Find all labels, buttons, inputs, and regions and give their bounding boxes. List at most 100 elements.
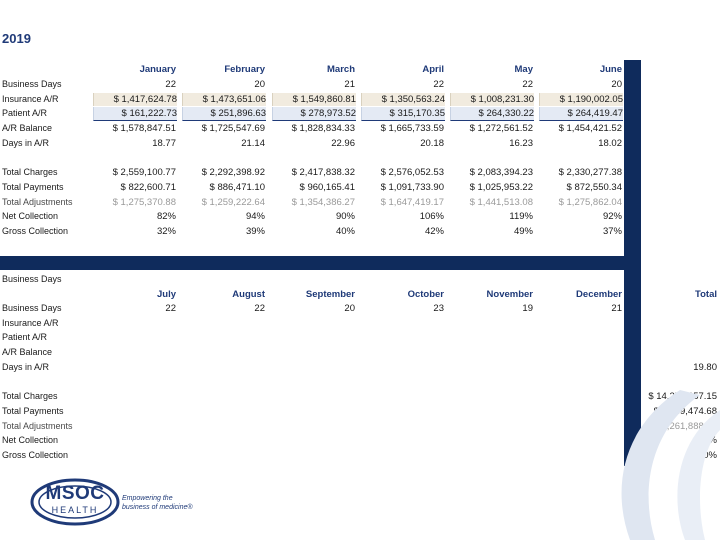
month-header: January	[139, 64, 176, 75]
month-header: May	[514, 64, 533, 75]
table-cell: $ 278,973.52	[272, 107, 356, 122]
row-label: Total Adjustments	[2, 420, 73, 431]
table-cell: $ 1,259,222.64	[201, 196, 265, 208]
table-cell: $ 264,330.22	[450, 107, 534, 122]
row-label: Total Charges	[2, 391, 58, 402]
table-cell: 18.77	[152, 137, 176, 149]
month-header: July	[156, 289, 176, 300]
table-cell: $ 264,419.47	[539, 107, 623, 122]
table-cell: $ 1,647,419.17	[380, 196, 444, 208]
table-cell: 19	[522, 303, 533, 314]
table-cell: $ 161,222.73	[93, 107, 177, 122]
table-cell: $ 1,454,421.52	[558, 123, 622, 135]
row-label: A/R Balance	[2, 347, 53, 358]
table-cell: 22.96	[331, 137, 355, 149]
table-cell: $ 886,471.10	[209, 181, 265, 193]
table-cell: $ 1,473,651.06	[182, 92, 266, 106]
row-label: Days in A/R	[2, 137, 50, 148]
table-cell: $ 2,292,398.92	[201, 167, 265, 179]
section-label: Business Days	[2, 274, 62, 284]
table-cell: 19.80	[693, 361, 717, 373]
table-cell: $ 1,091,733.90	[380, 181, 444, 193]
table-cell: 37%	[602, 226, 622, 237]
table-cell: $ 1,275,370.88	[112, 196, 176, 208]
logo-tagline-1: Empowering the	[122, 495, 173, 502]
table-cell: $ 822,600.71	[120, 181, 176, 193]
row-label: Patient A/R	[2, 332, 48, 343]
msoc-health-logo: MSOC HEALTH Empowering the business of m…	[30, 478, 230, 526]
table-cell: 22	[433, 79, 444, 90]
month-header: April	[422, 64, 444, 75]
table-cell: 39%	[245, 226, 265, 237]
table-cell: $ 5,659,474.68	[653, 405, 717, 417]
table-cell: $ 1,190,002.05	[539, 92, 623, 106]
column-divider-bar	[624, 60, 641, 466]
table-cell: $ 960,165.41	[299, 181, 355, 193]
table-cell: 22	[254, 303, 265, 314]
table-cell: $ 1,665,733.59	[380, 123, 444, 135]
table-cell: $ 1,549,860.81	[272, 92, 356, 106]
table-cell: 22	[522, 79, 533, 90]
table-cell: $ 1,441,513.08	[469, 196, 533, 208]
table-cell: $ 2,576,052.53	[380, 167, 444, 179]
logo-subtitle: HEALTH	[51, 505, 99, 515]
table-cell: $ 8,261,888.23	[653, 420, 717, 432]
table-cell: 21.14	[241, 137, 265, 149]
report-year: 2019	[2, 31, 31, 46]
table-cell: 20.18	[420, 137, 444, 149]
row-label: Insurance A/R	[2, 317, 59, 328]
row-label: Business Days	[2, 79, 62, 89]
table-cell: 92%	[602, 211, 622, 223]
table-cell: 22	[165, 79, 176, 90]
month-header: February	[224, 64, 265, 75]
table-cell: 20	[254, 79, 265, 90]
row-label: Insurance A/R	[2, 93, 59, 104]
table-cell: 119%	[509, 211, 533, 223]
table-cell: 18.02	[598, 137, 622, 149]
logo-wordmark: MSOC	[45, 483, 105, 504]
month-header: Total	[695, 289, 717, 300]
table-cell: 94%	[245, 211, 265, 223]
table-cell: 42%	[424, 226, 444, 237]
table-cell: $ 1,578,847.51	[112, 123, 176, 135]
decorative-swoosh	[621, 390, 720, 540]
table-cell: 40%	[697, 450, 717, 461]
month-header: June	[599, 64, 622, 75]
row-label: Patient A/R	[2, 108, 48, 119]
table-cell: $ 1,350,563.24	[361, 92, 445, 106]
row-label: Gross Collection	[2, 450, 69, 460]
table-cell: 21	[344, 79, 355, 90]
table-cell: 21	[611, 303, 622, 314]
table-cell: $ 1,272,561.52	[469, 123, 533, 135]
table-cell: 20	[344, 303, 355, 314]
row-label: Total Adjustments	[2, 196, 73, 207]
table-cell: $ 1,828,834.33	[291, 123, 355, 135]
table-cell: 32%	[156, 226, 176, 237]
row-label: A/R Balance	[2, 123, 53, 134]
row-label: Net Collection	[2, 435, 59, 446]
table-cell: $ 1,417,624.78	[93, 92, 177, 106]
row-label: Total Payments	[2, 405, 64, 416]
month-header: December	[576, 289, 622, 300]
table-cell: $ 1,025,953.22	[469, 181, 533, 193]
logo-tagline-2: business of medicine®	[122, 504, 193, 511]
row-label: Total Charges	[2, 167, 58, 178]
table-cell: 23	[433, 303, 444, 314]
table-cell: $ 1,275,862.04	[558, 196, 622, 208]
month-header: October	[407, 289, 444, 300]
table-cell: 20	[611, 79, 622, 90]
month-header: August	[232, 289, 265, 300]
row-label: Total Payments	[2, 181, 64, 192]
row-label: Business Days	[2, 303, 62, 313]
table-cell: 82%	[156, 211, 176, 223]
table-cell: 90%	[335, 211, 355, 223]
table-cell: $ 2,559,100.77	[112, 167, 176, 179]
table-cell: $ 1,354,386.27	[291, 196, 355, 208]
month-header: November	[486, 289, 533, 300]
table-cell: 106%	[419, 211, 444, 223]
table-cell: $ 315,170.35	[361, 107, 445, 122]
row-label: Days in A/R	[2, 361, 50, 372]
table-cell: $ 1,725,547.69	[201, 123, 265, 135]
table-cell: $ 2,330,277.38	[558, 167, 622, 179]
table-cell: $ 2,083,394.23	[469, 167, 533, 179]
